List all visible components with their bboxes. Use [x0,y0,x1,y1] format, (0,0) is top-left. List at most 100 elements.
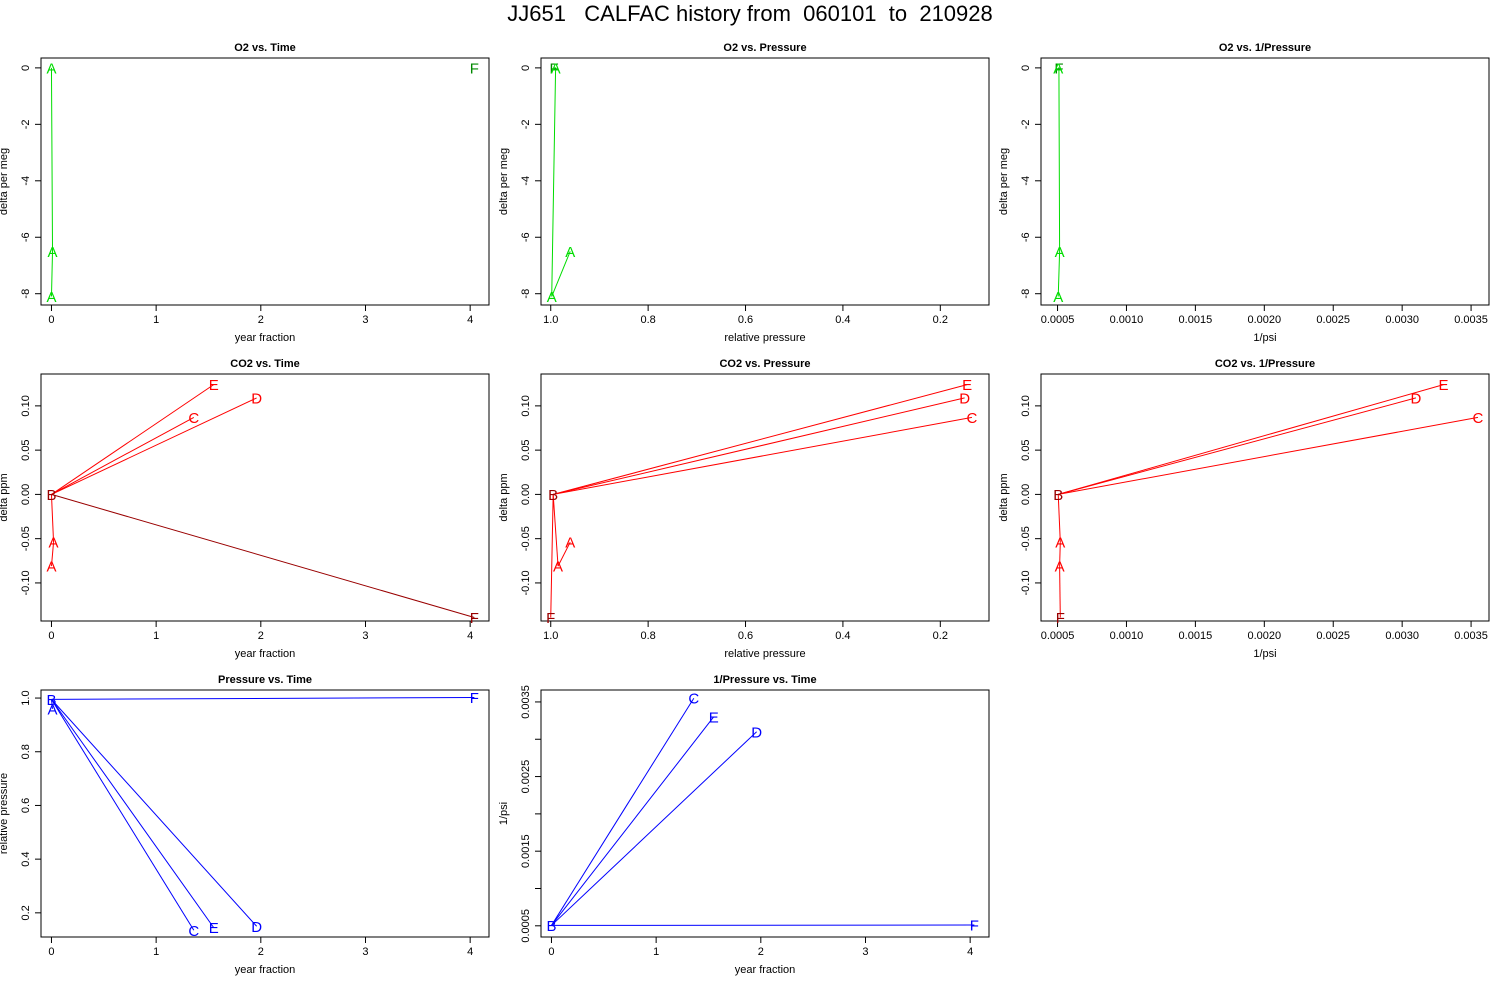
y-tick-label: 0.00 [20,484,32,505]
series-segment [551,716,715,926]
point-label-c: C [188,410,199,427]
y-tick-label: -2 [20,119,32,129]
x-axis-label: 1/psi [1253,332,1276,344]
y-tick-label: 0.10 [520,395,532,416]
x-tick-label: 1 [153,630,159,642]
point-label-d: D [959,390,970,407]
plot-frame [40,689,490,938]
chart-title: CO2 vs. Pressure [719,358,810,370]
y-tick-label: -6 [20,232,32,242]
x-tick-label: 1 [153,946,159,958]
x-axis-label: 1/psi [1253,648,1276,660]
y-tick-label: 0.0005 [520,909,532,943]
y-tick-label: -4 [20,176,32,186]
y-tick-label: 0.6 [20,798,32,813]
x-tick-label: 0 [48,314,54,326]
chart-title: Pressure vs. Time [218,674,312,686]
x-tick-label: 4 [467,946,473,958]
plot-frame [40,373,490,622]
x-tick-label: 0.0010 [1110,314,1144,326]
x-tick-label: 0.0030 [1385,314,1419,326]
series-segment [51,699,257,927]
plot-panel: 1/Pressure vs. Time 0 1 2 3 4 year fraction 0.0… [498,674,990,976]
y-tick-label: 0.10 [20,395,32,416]
point-label-c: C [688,691,699,708]
point-label-a: A [49,535,59,552]
series-segment [552,494,559,567]
series-segment [1059,566,1061,618]
x-tick-label: 0.0035 [1454,314,1488,326]
series-segment [51,397,257,495]
x-tick-label: 1.0 [543,630,558,642]
y-tick-label: -8 [20,289,32,299]
y-axis-label: delta per meg [0,148,10,215]
x-tick-label: 0.2 [933,630,948,642]
y-tick-label: 0.8 [20,744,32,759]
series-segment [50,699,54,709]
x-tick-label: 3 [862,946,868,958]
data-layer [1057,67,1061,297]
plot-frame [1040,373,1490,622]
plot-frame [40,57,490,306]
series-segment [551,697,695,926]
point-label-a: A [46,60,56,77]
plot-panel: O2 vs. Time 0 1 2 3 4 year fraction 0 -2 -4 -6 -8 de… [0,42,490,344]
plot-panel: O2 vs. 1/Pressure 0.0005 0.0010 0.0015 0.002… [998,42,1490,344]
series-segment [50,494,55,543]
series-line [551,67,571,297]
series-segment [553,384,968,495]
x-tick-label: 0.8 [640,314,655,326]
point-label-c: C [188,923,199,940]
x-tick-label: 0.0015 [1179,630,1213,642]
series-segment [1059,542,1061,567]
point-label-f: F [1056,610,1065,627]
y-tick-label: -2 [520,119,532,129]
x-tick-label: 4 [467,314,473,326]
x-tick-label: 0.0025 [1316,630,1350,642]
series-segment [550,494,554,618]
y-tick-label: 0.4 [20,851,32,866]
point-label-b: B [548,487,558,504]
chart-title: O2 vs. Pressure [723,42,806,54]
x-tick-label: 0.0020 [1247,630,1281,642]
point-label-e: E [209,920,219,937]
point-label-c: C [1473,410,1484,427]
series-segment [51,416,195,495]
series-segment [51,699,215,928]
y-tick-label: -2 [1020,119,1032,129]
y-tick-label: 0.05 [1020,439,1032,460]
series-segment [553,416,973,495]
x-tick-label: 0.0005 [1041,630,1075,642]
x-tick-label: 0.0015 [1179,314,1213,326]
x-tick-label: 3 [362,946,368,958]
plot-frame [540,689,990,938]
x-tick-label: 0.4 [835,314,850,326]
plot-panel: O2 vs. Pressure 1.0 0.8 0.6 0.4 0.2 relative p… [498,42,990,344]
data-layer [551,697,975,926]
page-title: JJ651 CALFAC history from 060101 to 2109… [507,1,993,26]
x-axis-label: year fraction [235,648,296,660]
point-label-a: A [565,535,575,552]
chart-title: CO2 vs. Time [230,358,300,370]
y-tick-label: -0.05 [1020,526,1032,551]
x-tick-label: 2 [758,946,764,958]
x-axis-label: year fraction [735,964,796,976]
series-segment [1058,397,1417,495]
y-tick-label: -8 [520,289,532,299]
point-label-a: A [48,244,58,261]
y-tick-label: 0.05 [520,439,532,460]
series-segment [51,699,195,931]
y-tick-label: -4 [520,176,532,186]
y-axis-label: 1/psi [498,802,510,825]
y-axis-label: delta per meg [998,148,1010,215]
plot-frame [540,57,990,306]
y-tick-label: 0 [20,65,32,71]
y-tick-label: -4 [1020,176,1032,186]
y-axis-label: delta ppm [0,473,10,521]
y-tick-label: 0.0035 [520,685,532,719]
series-line [50,67,54,297]
x-tick-label: 0.0005 [1041,314,1075,326]
y-tick-label: 0 [520,65,532,71]
data-layer [50,67,54,297]
